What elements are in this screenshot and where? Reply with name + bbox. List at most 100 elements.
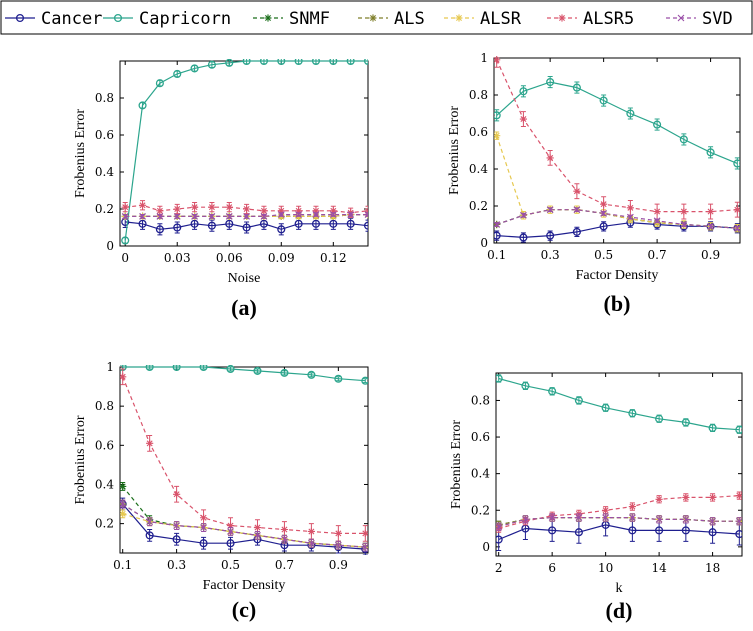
series-capricorn [120, 365, 368, 385]
data-point [173, 213, 181, 220]
data-point [521, 381, 530, 390]
y-axis-label: Frobenius Error [73, 109, 88, 198]
data-point [653, 217, 661, 225]
plot-frame [119, 366, 369, 554]
data-point [173, 69, 182, 78]
series-line [498, 495, 740, 530]
data-point [146, 439, 154, 447]
legend-item: Cancer [5, 9, 102, 29]
panel-caption: (b) [604, 291, 631, 316]
legend-marker [455, 14, 463, 22]
data-point [655, 414, 664, 423]
data-point [363, 59, 368, 66]
x-tick-label: 0.3 [167, 558, 186, 572]
data-point [708, 423, 717, 432]
data-point [494, 132, 501, 140]
legend-item: SVD [666, 9, 733, 29]
data-point [572, 227, 581, 236]
series-cancer [496, 513, 742, 552]
data-point [260, 213, 268, 220]
data-point [329, 211, 337, 218]
data-point [708, 493, 717, 502]
data-point [733, 159, 740, 168]
data-point [573, 206, 581, 214]
legend-label: ALSR5 [583, 9, 634, 29]
data-point [494, 221, 501, 228]
y-tick-label: 0.6 [469, 125, 488, 139]
series-capricorn [121, 59, 368, 245]
data-point [120, 482, 127, 491]
data-point [329, 207, 337, 215]
y-tick-label: 0.2 [471, 503, 490, 517]
data-point [226, 521, 235, 530]
error-bar [281, 370, 287, 376]
data-point [311, 219, 321, 228]
series-line [122, 366, 366, 382]
data-point [546, 78, 555, 87]
data-point [601, 403, 610, 412]
chart-panel: 0.1 0.3 0.5 0.7 0.9 0 0.2 0.4 0.6 0.8 1 Factor Dens… [447, 51, 741, 316]
data-point [190, 203, 199, 211]
error-bar [201, 365, 207, 370]
y-tick-label: 0.2 [95, 517, 114, 531]
error-bar [335, 376, 341, 382]
x-axis-label: Factor Density [203, 578, 286, 593]
series-snmf [496, 513, 742, 530]
legend-item: SNMF [253, 9, 330, 29]
data-point [680, 221, 688, 228]
legend-marker [677, 14, 685, 22]
y-axis-label: Frobenius Error [449, 420, 464, 509]
data-point [494, 111, 501, 120]
x-tick-label: 18 [705, 561, 720, 575]
data-point [519, 233, 528, 242]
data-point [281, 535, 288, 543]
error-bar [174, 365, 180, 370]
data-point [260, 207, 268, 215]
data-point [707, 222, 714, 230]
data-point [653, 120, 662, 129]
x-tick-label: 0.09 [268, 251, 295, 265]
data-point [173, 205, 181, 213]
data-point [679, 135, 688, 144]
data-point [548, 526, 557, 535]
series-line [498, 524, 740, 541]
data-point [199, 514, 208, 522]
data-point [190, 64, 199, 73]
series-svd [496, 513, 742, 531]
y-tick-label: 0.8 [95, 399, 114, 413]
data-point [546, 154, 554, 162]
legend-marker [369, 14, 377, 22]
x-tick-label: 0.1 [487, 248, 506, 262]
data-point [346, 59, 355, 66]
y-tick-label: 0.6 [95, 438, 114, 452]
data-point [259, 59, 268, 66]
data-point [200, 524, 207, 531]
series-line [122, 486, 366, 548]
data-point [520, 211, 527, 219]
data-point [546, 231, 555, 240]
data-point [225, 219, 234, 228]
series-line [122, 376, 366, 534]
legend-label: Capricorn [139, 9, 231, 29]
data-point [294, 59, 303, 66]
legend-item: ALS [358, 9, 425, 29]
data-point [361, 529, 368, 538]
data-point [628, 502, 636, 511]
series-snmf [494, 206, 740, 232]
series-svd [120, 499, 368, 552]
data-point [280, 525, 289, 534]
data-point [574, 528, 583, 537]
x-tick-label: 10 [598, 561, 613, 575]
data-point [653, 207, 661, 216]
data-point [735, 492, 742, 500]
data-point [311, 59, 321, 66]
data-point [307, 527, 315, 536]
data-point [145, 365, 154, 372]
data-point [626, 213, 634, 221]
data-point [208, 213, 216, 220]
x-tick-label: 0.9 [329, 558, 348, 572]
data-point [628, 409, 637, 418]
data-point [259, 219, 268, 228]
data-point [599, 222, 608, 231]
data-point [708, 528, 717, 537]
